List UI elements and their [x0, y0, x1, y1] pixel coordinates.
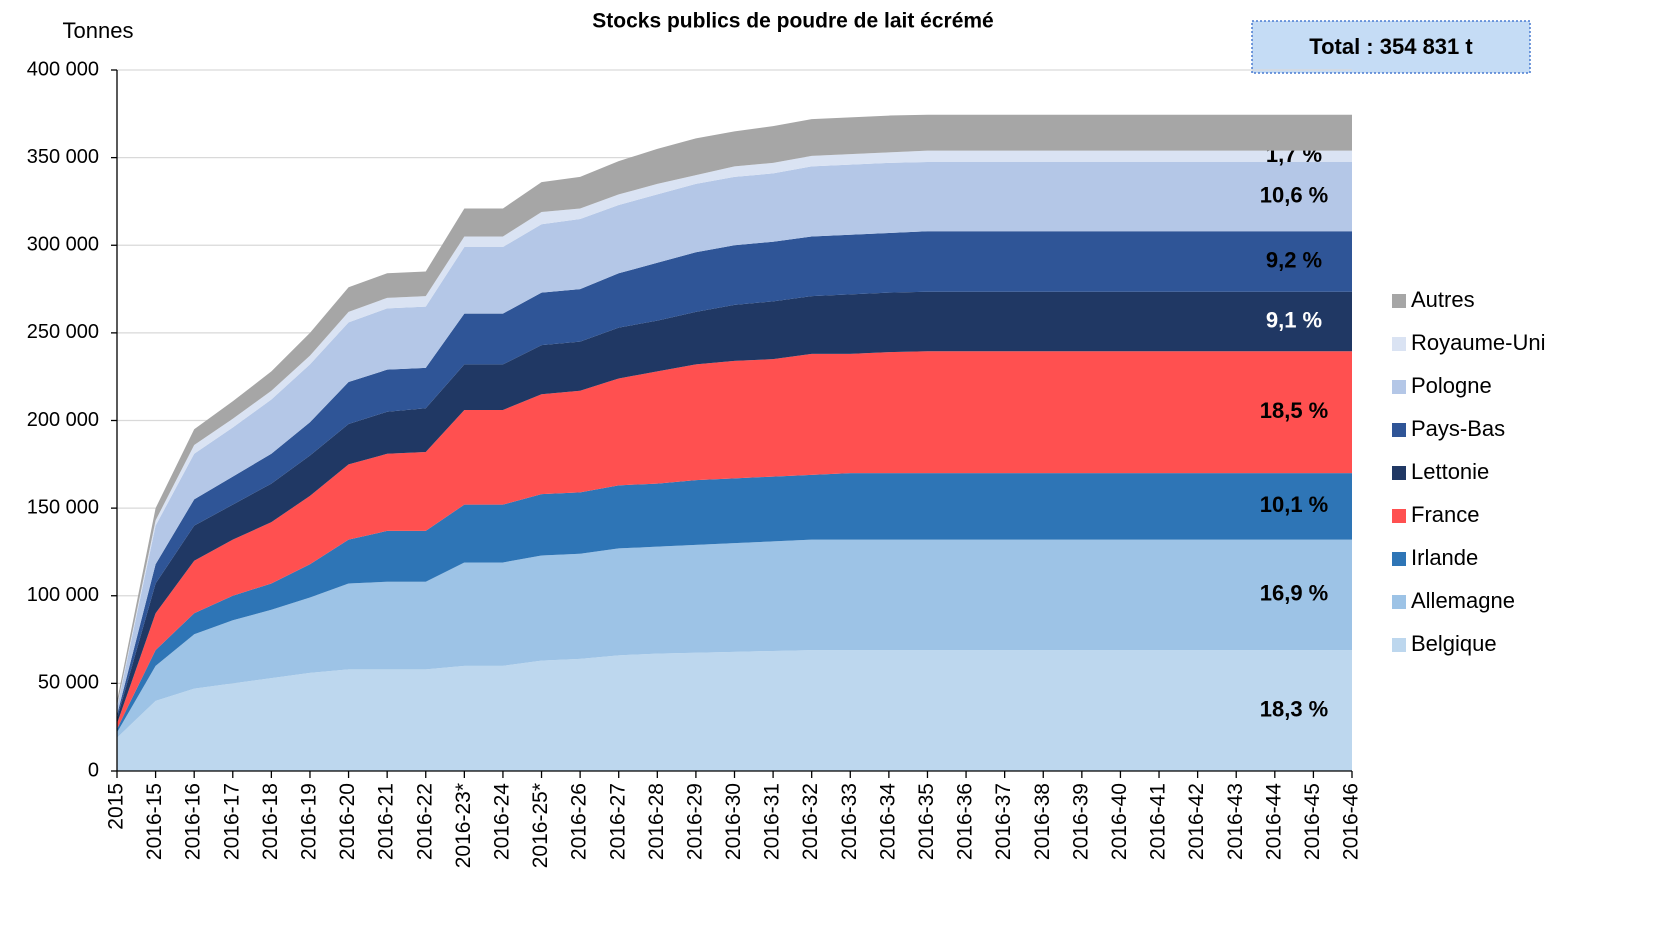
legend-label: France	[1411, 502, 1479, 527]
legend-label: Allemagne	[1411, 588, 1515, 613]
share-label: 18,5 %	[1260, 398, 1329, 423]
x-tick-label: 2016-20	[336, 783, 359, 860]
x-tick-label: 2016-39	[1069, 783, 1092, 860]
x-tick-label: 2016-31	[761, 783, 784, 860]
y-tick-label: 150 000	[27, 496, 99, 518]
legend-label: Autres	[1411, 287, 1475, 312]
area	[117, 162, 1352, 715]
x-tick-label: 2016-38	[1031, 783, 1054, 860]
x-tick-label: 2016-26	[568, 783, 591, 860]
total-label: Total : 354 831 t	[1309, 34, 1473, 59]
area	[117, 473, 1352, 733]
y-tick-label: 400 000	[27, 58, 99, 80]
x-tick-label: 2016-23*	[452, 783, 475, 868]
x-tick-label: 2016-15	[143, 783, 166, 860]
share-label: 16,9 %	[1260, 581, 1329, 606]
x-tick-label: 2016-37	[992, 783, 1015, 860]
x-tick-label: 2016-25*	[529, 783, 552, 868]
area	[117, 291, 1352, 724]
x-tick-label: 2016-46	[1340, 783, 1363, 860]
x-tick-label: 2015	[105, 783, 128, 830]
share-label: 18,3 %	[1260, 696, 1329, 721]
x-tick-label: 2016-36	[954, 783, 977, 860]
area	[117, 539, 1352, 738]
legend-swatch	[1392, 294, 1406, 308]
y-tick-label: 100 000	[27, 584, 99, 606]
legend-label: Irlande	[1411, 545, 1478, 570]
x-tick-label: 2016-44	[1262, 783, 1285, 860]
legend-label: Lettonie	[1411, 459, 1489, 484]
x-tick-label: 2016-29	[683, 783, 706, 860]
x-tick-label: 2016-17	[220, 783, 243, 860]
x-tick-label: 2016-24	[490, 783, 513, 860]
area	[117, 351, 1352, 729]
y-tick-label: 250 000	[27, 321, 99, 343]
y-axis-label: Tonnes	[63, 18, 134, 43]
share-label: 9,1 %	[1266, 307, 1322, 332]
legend-swatch	[1392, 509, 1406, 523]
x-tick-label: 2016-18	[259, 783, 282, 860]
legend-swatch	[1392, 552, 1406, 566]
x-tick-label: 2016-16	[182, 783, 205, 860]
legend-label: Royaume-Uni	[1411, 330, 1546, 355]
legend-swatch	[1392, 595, 1406, 609]
legend-swatch	[1392, 466, 1406, 480]
x-tick-label: 2016-28	[645, 783, 668, 860]
x-tick-label: 2016-43	[1224, 783, 1247, 860]
total-box	[1251, 20, 1531, 74]
area	[117, 231, 1352, 719]
legend-label: Pologne	[1411, 373, 1492, 398]
x-tick-label: 2016-34	[876, 783, 899, 860]
share-label: 10,1 %	[1260, 492, 1329, 517]
x-tick-label: 2016-45	[1301, 783, 1324, 860]
legend-swatch	[1392, 423, 1406, 437]
legend-label: Pays-Bas	[1411, 416, 1505, 441]
y-tick-label: 300 000	[27, 234, 99, 256]
x-tick-label: 2016-35	[915, 783, 938, 860]
y-tick-label: 200 000	[27, 409, 99, 431]
x-tick-label: 2016-41	[1147, 783, 1170, 860]
legend-swatch	[1392, 638, 1406, 652]
legend-swatch	[1392, 380, 1406, 394]
x-tick-label: 2016-42	[1185, 783, 1208, 860]
x-tick-label: 2016-22	[413, 783, 436, 860]
chart-title: Stocks publics de poudre de lait écrémé	[592, 10, 993, 33]
x-tick-label: 2016-40	[1108, 783, 1131, 860]
y-tick-label: 0	[88, 759, 99, 781]
share-label: 10,6 %	[1260, 182, 1329, 207]
y-tick-label: 350 000	[27, 146, 99, 168]
legend-label: Belgique	[1411, 631, 1497, 656]
legend-swatch	[1392, 337, 1406, 351]
share-label: 9,2 %	[1266, 247, 1322, 272]
x-tick-label: 2016-30	[722, 783, 745, 860]
x-tick-label: 2016-32	[799, 783, 822, 860]
x-tick-label: 2016-33	[838, 783, 861, 860]
x-tick-label: 2016-19	[298, 783, 321, 860]
x-tick-label: 2016-21	[375, 783, 398, 860]
x-tick-label: 2016-27	[606, 783, 629, 860]
area	[117, 650, 1352, 771]
y-tick-label: 50 000	[38, 672, 99, 694]
